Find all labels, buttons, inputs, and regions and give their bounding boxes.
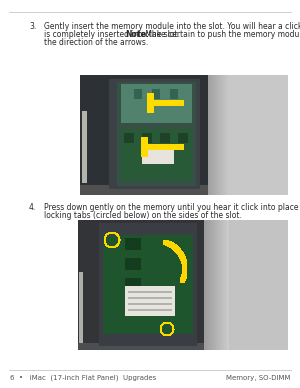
Text: Gently insert the memory module into the slot. You will hear a click when the me: Gently insert the memory module into the… <box>44 22 300 31</box>
Text: 4.: 4. <box>29 203 36 212</box>
Text: 6  •   iMac  (17-inch Flat Panel)  Upgrades: 6 • iMac (17-inch Flat Panel) Upgrades <box>10 375 156 381</box>
Text: locking tabs (circled below) on the sides of the slot.: locking tabs (circled below) on the side… <box>44 211 242 220</box>
Text: Press down gently on the memory until you hear it click into place under the two: Press down gently on the memory until yo… <box>44 203 300 212</box>
Text: the direction of the arrows.: the direction of the arrows. <box>44 38 148 47</box>
Text: is completely inserted into the slot.: is completely inserted into the slot. <box>44 30 182 39</box>
Text: Make certain to push the memory module in: Make certain to push the memory module i… <box>143 30 300 39</box>
Text: Memory, SO-DIMM: Memory, SO-DIMM <box>226 375 290 381</box>
Text: 3.: 3. <box>29 22 36 31</box>
Text: Note:: Note: <box>125 30 149 39</box>
